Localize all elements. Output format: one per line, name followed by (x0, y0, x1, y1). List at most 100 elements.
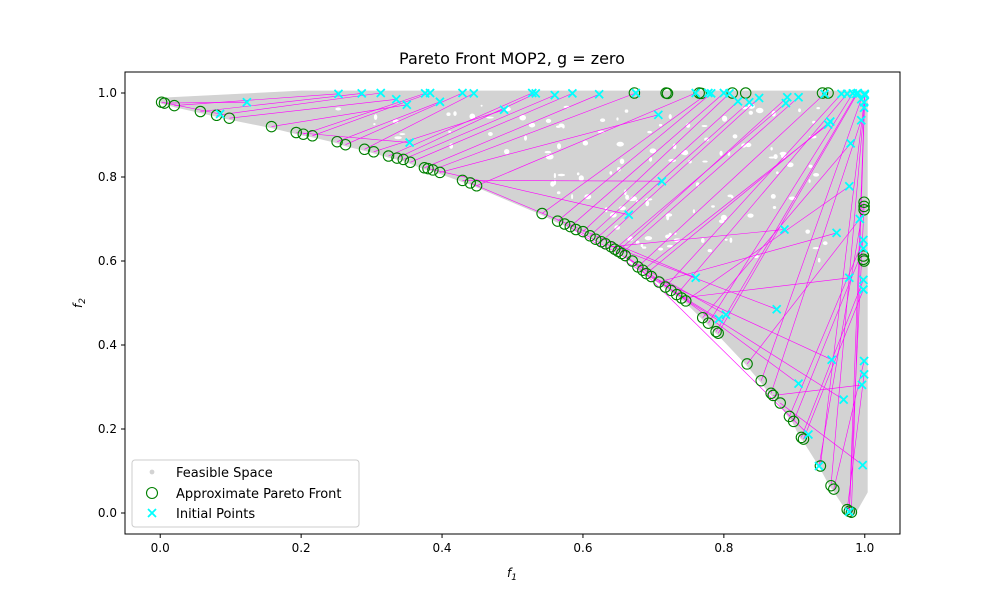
feasible-gap (808, 179, 811, 183)
pareto-point (382, 150, 395, 162)
feasible-gap (666, 244, 674, 248)
y-axis-label: f2 (71, 298, 88, 308)
connector-line (685, 185, 850, 302)
feasible-gap (528, 122, 536, 128)
connector-line (174, 93, 339, 106)
initial-point (827, 355, 837, 365)
feasible-gap (719, 150, 723, 156)
initial-point (803, 429, 814, 440)
feasible-gap (453, 111, 457, 116)
pareto-point (726, 87, 739, 99)
initial-point (402, 100, 412, 110)
connector-line (229, 99, 397, 119)
connector-line (851, 95, 866, 513)
feasible-gap (718, 219, 725, 224)
connector-line (665, 93, 842, 288)
feasible-gap (562, 124, 565, 129)
initial-point (858, 460, 868, 470)
feasible-gap (647, 130, 652, 134)
feasible-gap (665, 213, 673, 217)
initial-point (855, 214, 865, 224)
connector-line (793, 248, 864, 422)
feasible-gap (770, 147, 773, 151)
connector-line (760, 99, 862, 381)
connector-line (403, 94, 555, 160)
connector-line (637, 93, 825, 268)
x-tick-label: 0.6 (573, 541, 592, 555)
connector-line (715, 93, 857, 332)
pareto-point (422, 162, 434, 175)
pareto-point (564, 220, 577, 233)
feasible-gap (722, 115, 728, 122)
initial-point (457, 88, 468, 98)
initial-point (724, 88, 735, 99)
x-tick-label: 0.2 (292, 541, 311, 555)
pareto-point (702, 317, 715, 329)
feasible-gap (553, 173, 557, 179)
legend-initial-label: Initial Points (176, 507, 255, 522)
pareto-point (858, 255, 870, 267)
feasible-gap (701, 238, 705, 243)
pareto-point (470, 180, 483, 192)
connector-line (773, 384, 863, 396)
initial-point (703, 88, 714, 98)
feasible-gap (805, 229, 810, 234)
feasible-gap (582, 140, 589, 146)
pareto-point (665, 284, 677, 297)
pareto-point (404, 156, 417, 169)
feasible-gap (550, 181, 555, 187)
pareto-point (619, 249, 631, 262)
connector-line (462, 180, 662, 182)
feasible-gap (772, 206, 777, 209)
pareto-point (297, 128, 310, 140)
y-ticks: 0.0 0.2 0.4 0.6 0.8 1.0 (98, 86, 125, 520)
initial-point (844, 273, 854, 283)
initial-point (215, 109, 225, 119)
y-tick-label: 0.4 (98, 338, 117, 352)
connector-line (541, 92, 709, 214)
initial-point (550, 90, 560, 100)
y-tick-label: 1.0 (98, 86, 117, 100)
legend-initial-marker (147, 508, 157, 518)
feasible-gap (711, 205, 715, 208)
feasible-gap (524, 135, 527, 141)
feasible-gap (727, 194, 733, 198)
pareto-point (339, 138, 352, 151)
connector-line (303, 93, 426, 135)
initial-point (782, 92, 792, 102)
connector-line (271, 104, 407, 127)
pareto-point (797, 433, 810, 445)
initial-point (653, 110, 663, 120)
initial-point (858, 243, 869, 254)
feasible-gap (686, 123, 691, 128)
feasible-gap (556, 191, 561, 195)
connector-line (681, 277, 850, 299)
feasible-gap (625, 194, 629, 200)
connector-line (605, 243, 777, 310)
connector-line (589, 101, 739, 237)
legend-box (131, 459, 360, 528)
pareto-point (589, 233, 602, 245)
feasible-gap (584, 194, 592, 200)
initial-point (435, 97, 445, 107)
pareto-point (858, 196, 870, 208)
initial-point (838, 394, 849, 405)
initial-point (825, 116, 835, 127)
feasible-gap (729, 237, 733, 243)
connector-line (312, 92, 431, 137)
pareto-point (857, 250, 870, 262)
pareto-point (628, 87, 641, 99)
connector-line (595, 101, 750, 240)
x-tick-label: 0.0 (151, 541, 170, 555)
x-tick-label: 1.0 (855, 541, 874, 555)
connector-line (770, 120, 862, 394)
connector-line (570, 92, 725, 227)
feasible-gap (571, 194, 574, 200)
initial-point (858, 235, 869, 245)
pareto-point (391, 152, 403, 164)
connector-line (611, 229, 785, 247)
connector-line (849, 93, 866, 512)
feasible-gap (373, 123, 376, 126)
initial-point (733, 96, 743, 107)
feasible-gap (649, 148, 657, 154)
